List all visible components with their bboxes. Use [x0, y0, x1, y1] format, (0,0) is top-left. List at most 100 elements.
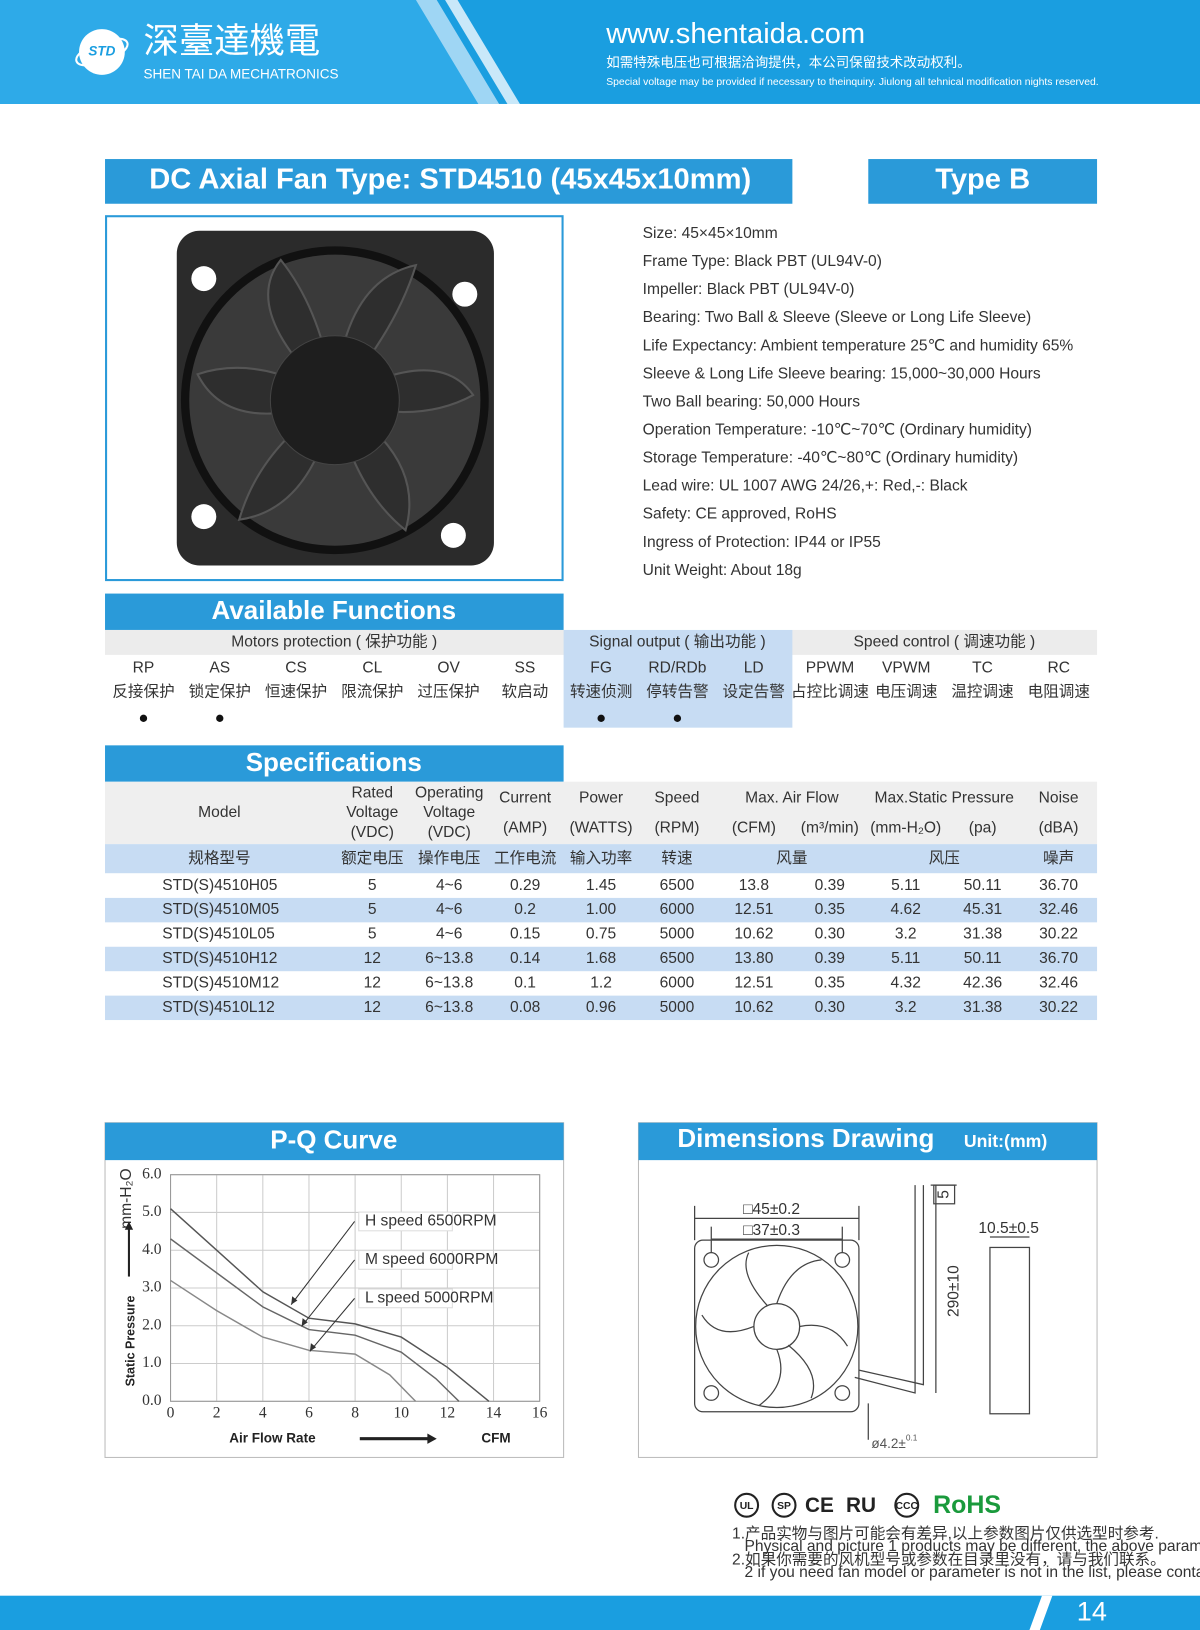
table-cell: 31.38 [963, 999, 1002, 1016]
cert-ring [894, 1492, 920, 1518]
table-cell: 13.80 [734, 950, 773, 967]
column-header: (VDC) [428, 824, 471, 841]
table-cell: 4.62 [891, 901, 921, 918]
function-label-cn: 恒速保护 [265, 682, 327, 700]
table-cell: 5 [368, 901, 377, 918]
dim-hole: ø4.2±0.1 [871, 1433, 917, 1451]
dim-label: 5 [935, 1190, 952, 1199]
column-unit: (CFM) [732, 820, 776, 837]
dim-bar [638, 1122, 1098, 1161]
dim-label: 10.5±0.5 [978, 1220, 1039, 1237]
x-tick-label: 6 [305, 1404, 313, 1421]
dim-title: Dimensions Drawing [677, 1123, 934, 1153]
x-tick-label: 10 [393, 1404, 409, 1421]
site-url: www.shentaida.com [605, 18, 865, 50]
table-cell: 30.22 [1039, 999, 1078, 1016]
function-label-cn: 限流保护 [341, 682, 403, 700]
spec-line: Ingress of Protection: IP44 or IP55 [643, 534, 882, 551]
function-label-cn: 停转告警 [646, 682, 708, 700]
legend-label: M speed 6000RPM [365, 1251, 498, 1268]
column-header: Voltage [346, 804, 398, 821]
column-cn: 额定电压 [341, 849, 403, 867]
function-label-cn: 转速侦测 [570, 682, 632, 700]
logo: STD [88, 44, 115, 59]
table-cell: 36.70 [1039, 950, 1078, 967]
spec-line: Operation Temperature: -10℃~70℃ (Ordinar… [643, 421, 1032, 438]
spec-header-bg [105, 781, 1098, 845]
cert-ring [771, 1492, 797, 1518]
column-header: Rated [351, 784, 393, 801]
specifications-bar [105, 745, 564, 782]
spec-line: Lead wire: UL 1007 AWG 24/26,+: Red,-: B… [643, 478, 968, 495]
selected-dot [673, 714, 682, 722]
table-cell: 12 [364, 999, 381, 1016]
column-cn: 风量 [776, 850, 807, 867]
table-cell: 1.68 [586, 950, 616, 967]
legend-arrow [309, 1298, 355, 1352]
function-group: Motors protection ( 保护功能 ) [231, 633, 437, 651]
table-cell: 50.11 [964, 950, 1002, 967]
note: 2.如果你需要的风机型号或参数在目录里没有，请与我们联系。 [732, 1550, 1166, 1568]
group-name-cn: ( 输出功能 ) [684, 633, 765, 651]
legend-box [358, 1211, 453, 1232]
table-cell: 0.96 [586, 999, 616, 1016]
column-header: Voltage [423, 804, 475, 821]
column-header: Noise [1039, 789, 1079, 806]
table-cell: 6500 [660, 877, 695, 894]
row-stripe [105, 946, 1098, 972]
arrow-head [124, 1221, 134, 1230]
signal-highlight [563, 629, 793, 728]
function-code: AS [209, 660, 230, 677]
table-cell: 0.2 [514, 901, 536, 918]
table-cell: STD(S)4510H12 [162, 950, 277, 967]
table-cell: 0.1 [514, 975, 536, 992]
table-cell: 10.62 [734, 926, 773, 943]
column-unit: (mm-H₂O) [870, 820, 941, 837]
y-tick-label: 0.0 [142, 1392, 162, 1409]
table-cell: 6~13.8 [425, 999, 473, 1016]
table-cell: STD(S)4510M12 [162, 975, 279, 992]
hole-dia: ø4.2± [871, 1435, 905, 1450]
table-cell: 32.46 [1039, 975, 1078, 992]
cert-ring [734, 1492, 760, 1518]
table-cell: STD(S)4510M05 [162, 901, 279, 918]
table-cell: 6~13.8 [425, 975, 473, 992]
table-cell: 1.2 [590, 975, 612, 992]
function-label-cn: 温控调速 [951, 682, 1013, 700]
row-stripe [105, 995, 1098, 1021]
column-header: (WATTS) [569, 820, 632, 837]
arrow-head [427, 1433, 437, 1444]
chart-title: P-Q Curve [270, 1124, 397, 1154]
spec-line: Size: 45×45×10mm [643, 225, 778, 242]
table-cell: 0.39 [815, 950, 845, 967]
function-code: PPWM [806, 660, 854, 677]
section-title: Specifications [246, 747, 422, 777]
x-tick-label: 4 [259, 1404, 267, 1421]
spec-line: Safety: CE approved, RoHS [643, 506, 837, 523]
table-cell: 1.45 [586, 877, 617, 894]
table-cell: 1.00 [586, 901, 617, 918]
table-cell: 6000 [660, 975, 695, 992]
column-cn: 规格型号 [188, 849, 250, 867]
arrow-head [309, 1343, 317, 1352]
column-cn: 操作电压 [418, 849, 480, 867]
cert-logo: SP [777, 1501, 791, 1512]
group-name: Motors protection [231, 634, 351, 651]
function-code: RD/RDb [648, 660, 706, 677]
brand-en: SHEN TAI DA MECHATRONICS [144, 66, 339, 81]
function-code: LD [744, 660, 764, 677]
y-axis-unit: mm-H₂O [118, 1168, 135, 1229]
function-code: TC [972, 660, 993, 677]
function-label-cn: 占控比调速 [791, 682, 869, 700]
table-cell: 31.38 [963, 926, 1002, 943]
page-number: 14 [1077, 1597, 1107, 1627]
table-cell: 5000 [660, 999, 695, 1016]
dim-box [637, 1122, 1098, 1458]
selected-dot [139, 714, 148, 722]
y-tick-label: 3.0 [142, 1279, 162, 1296]
legend-arrow [290, 1221, 356, 1305]
note: Physical and picture 1 products may be d… [745, 1538, 1200, 1555]
pq-line [170, 1238, 460, 1402]
column-cn: 风压 [929, 850, 960, 867]
